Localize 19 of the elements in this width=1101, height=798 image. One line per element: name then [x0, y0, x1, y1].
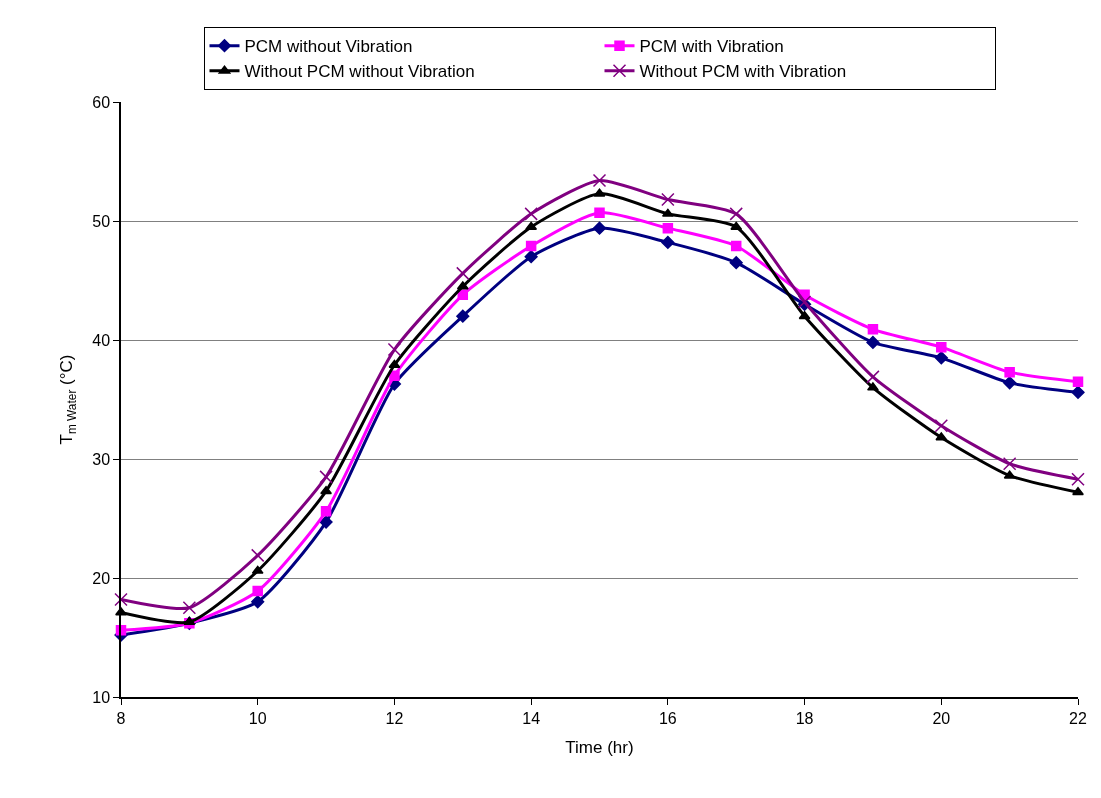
x-tick-label: 18 — [795, 709, 814, 727]
legend-label: Without PCM without Vibration — [244, 62, 475, 82]
x-tick-label: 10 — [248, 709, 267, 727]
y-tick-label: 20 — [92, 569, 111, 587]
y-tick-label: 50 — [92, 212, 111, 230]
x-tick-label: 14 — [522, 709, 541, 727]
x-tick-label: 20 — [932, 709, 951, 727]
x-tick-label: 22 — [1069, 709, 1087, 727]
legend-label: PCM without Vibration — [244, 37, 413, 57]
y-tick-label: 40 — [92, 331, 111, 349]
y-tick-label: 10 — [92, 688, 111, 706]
y-tick-label: 60 — [92, 93, 111, 111]
y-tick-label: 30 — [92, 450, 111, 468]
x-tick-label: 12 — [385, 709, 404, 727]
x-axis-title: Time (hr) — [565, 737, 634, 757]
legend-label: PCM with Vibration — [639, 37, 784, 57]
legend-label: Without PCM with Vibration — [639, 62, 847, 82]
x-tick-label: 16 — [658, 709, 677, 727]
x-tick-label: 8 — [116, 709, 126, 727]
